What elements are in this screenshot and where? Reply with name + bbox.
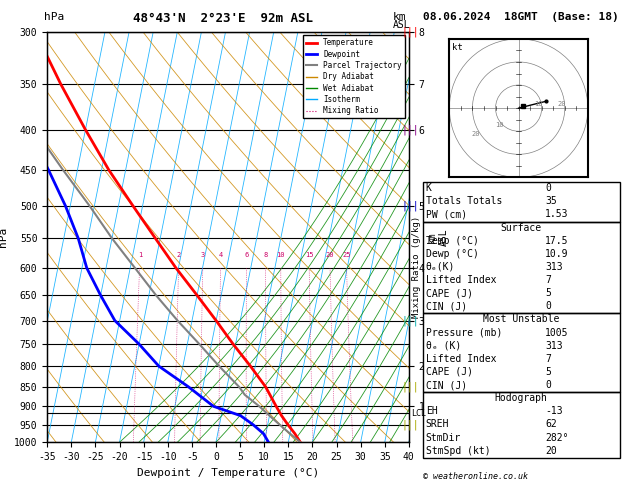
Text: -13: -13 (545, 406, 563, 417)
Text: |||: ||| (401, 26, 419, 37)
Text: 25: 25 (342, 252, 350, 258)
Text: Pressure (mb): Pressure (mb) (426, 328, 502, 338)
Text: LCL: LCL (411, 409, 426, 417)
Text: 2: 2 (177, 252, 181, 258)
Text: 1: 1 (138, 252, 142, 258)
Text: 20: 20 (326, 252, 334, 258)
Text: CIN (J): CIN (J) (426, 301, 467, 312)
Text: 3: 3 (201, 252, 205, 258)
Text: 48°43'N  2°23'E  92m ASL: 48°43'N 2°23'E 92m ASL (133, 12, 313, 25)
Text: 282°: 282° (545, 433, 569, 443)
X-axis label: Dewpoint / Temperature (°C): Dewpoint / Temperature (°C) (137, 468, 319, 478)
Text: © weatheronline.co.uk: © weatheronline.co.uk (423, 472, 528, 481)
Text: 15: 15 (305, 252, 313, 258)
Text: 0: 0 (545, 301, 551, 312)
Text: |||: ||| (401, 382, 419, 392)
Text: Lifted Index: Lifted Index (426, 275, 496, 285)
Text: CAPE (J): CAPE (J) (426, 367, 473, 377)
Text: 20: 20 (472, 131, 480, 137)
Text: 5: 5 (545, 367, 551, 377)
Text: |||: ||| (401, 315, 419, 326)
Text: 10: 10 (277, 252, 285, 258)
Text: 6: 6 (245, 252, 248, 258)
Text: StmDir: StmDir (426, 433, 461, 443)
Legend: Temperature, Dewpoint, Parcel Trajectory, Dry Adiabat, Wet Adiabat, Isotherm, Mi: Temperature, Dewpoint, Parcel Trajectory… (303, 35, 405, 118)
Text: km: km (393, 12, 406, 22)
Text: |||: ||| (401, 419, 419, 430)
Text: Most Unstable: Most Unstable (483, 314, 559, 325)
Text: Mixing Ratio (g/kg): Mixing Ratio (g/kg) (412, 216, 421, 318)
Text: |||: ||| (401, 201, 419, 211)
Y-axis label: km
ASL: km ASL (427, 228, 449, 246)
Text: Dewp (°C): Dewp (°C) (426, 249, 479, 259)
Text: 35: 35 (545, 196, 557, 207)
Y-axis label: hPa: hPa (0, 227, 8, 247)
Text: 10.9: 10.9 (545, 249, 569, 259)
Text: Hodograph: Hodograph (494, 393, 548, 403)
Text: 0: 0 (545, 380, 551, 390)
Text: hPa: hPa (44, 12, 64, 22)
Text: Totals Totals: Totals Totals (426, 196, 502, 207)
Text: 08.06.2024  18GMT  (Base: 18): 08.06.2024 18GMT (Base: 18) (423, 12, 618, 22)
Text: 8: 8 (264, 252, 268, 258)
Text: CAPE (J): CAPE (J) (426, 288, 473, 298)
Text: EH: EH (426, 406, 438, 417)
Text: 17.5: 17.5 (545, 236, 569, 246)
Text: CIN (J): CIN (J) (426, 380, 467, 390)
Text: 1.53: 1.53 (545, 209, 569, 220)
Text: 7: 7 (545, 275, 551, 285)
Text: SREH: SREH (426, 419, 449, 430)
Text: |||: ||| (401, 124, 419, 135)
Text: Lifted Index: Lifted Index (426, 354, 496, 364)
Text: 20: 20 (557, 101, 565, 107)
Text: ASL: ASL (393, 20, 411, 31)
Text: 4: 4 (218, 252, 223, 258)
Text: 5: 5 (545, 288, 551, 298)
Text: PW (cm): PW (cm) (426, 209, 467, 220)
Text: 1005: 1005 (545, 328, 569, 338)
Text: K: K (426, 183, 431, 193)
Text: θₑ (K): θₑ (K) (426, 341, 461, 351)
Text: kt: kt (452, 43, 463, 52)
Text: 0: 0 (545, 183, 551, 193)
Text: 313: 313 (545, 341, 563, 351)
Text: 62: 62 (545, 419, 557, 430)
Text: 10: 10 (495, 122, 503, 128)
Text: 10: 10 (534, 101, 542, 107)
Text: 7: 7 (545, 354, 551, 364)
Text: 313: 313 (545, 262, 563, 272)
Text: Temp (°C): Temp (°C) (426, 236, 479, 246)
Text: θₑ(K): θₑ(K) (426, 262, 455, 272)
Text: Surface: Surface (501, 223, 542, 233)
Text: StmSpd (kt): StmSpd (kt) (426, 446, 491, 456)
Text: 20: 20 (545, 446, 557, 456)
